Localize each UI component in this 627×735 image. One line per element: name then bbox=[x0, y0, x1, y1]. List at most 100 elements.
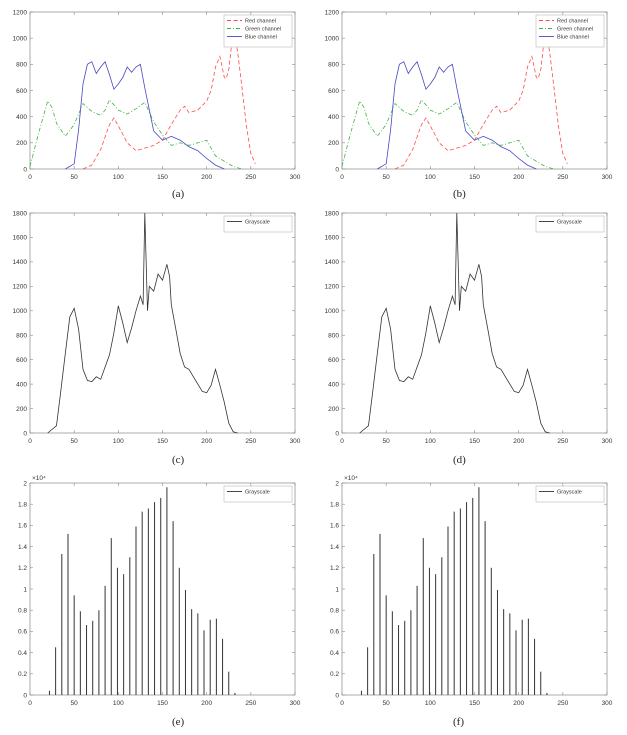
y-tick-label: 1200 bbox=[325, 9, 340, 16]
series-line-blue-channel bbox=[65, 60, 225, 170]
chart-a: 0 50 100 150 200 250 300 0 200 400 600 800 1000 1200 R… bbox=[13, 9, 301, 181]
y-tick-label: 1000 bbox=[325, 308, 340, 315]
y-tick-label: 1800 bbox=[13, 210, 28, 217]
y-tick-label: 600 bbox=[16, 357, 27, 364]
x-tick-label: 300 bbox=[290, 174, 301, 181]
x-tick-label: 50 bbox=[383, 700, 391, 707]
caption-f: (f) bbox=[453, 716, 464, 728]
x-tick-label: 150 bbox=[157, 174, 168, 181]
x-tick-label: 50 bbox=[383, 174, 391, 181]
legend: Grayscale bbox=[535, 485, 605, 503]
y-tick-label: 1400 bbox=[13, 259, 28, 266]
x-tick-label: 200 bbox=[513, 174, 524, 181]
x-tick-label: 250 bbox=[245, 438, 256, 445]
legend: Grayscale bbox=[223, 485, 293, 503]
legend-label: Blue channel bbox=[557, 35, 589, 41]
legend-label: Grayscale bbox=[245, 490, 270, 496]
x-tick-label: 50 bbox=[71, 174, 79, 181]
legend-label: Grayscale bbox=[557, 490, 582, 496]
y-tick-label: 1400 bbox=[325, 259, 340, 266]
x-tick-label: 150 bbox=[469, 438, 480, 445]
y-tick-label: 1000 bbox=[13, 308, 28, 315]
y-tick-label: 1.6 bbox=[330, 523, 339, 530]
legend-box bbox=[223, 215, 293, 233]
legend-label: Green channel bbox=[557, 27, 593, 33]
x-tick-label: 250 bbox=[557, 174, 568, 181]
y-tick-label: 400 bbox=[16, 114, 27, 121]
plot-area bbox=[29, 482, 296, 696]
x-tick-label: 50 bbox=[71, 438, 79, 445]
y-multiplier-label: ×10⁴ bbox=[344, 475, 358, 482]
legend: Red channel Green channel Blue channel bbox=[223, 14, 293, 48]
y-tick-label: 400 bbox=[328, 381, 339, 388]
x-tick-label: 0 bbox=[340, 438, 344, 445]
x-tick-label: 0 bbox=[28, 174, 32, 181]
x-tick-label: 200 bbox=[513, 438, 524, 445]
y-tick-label: 1200 bbox=[13, 284, 28, 291]
y-tick-label: 1200 bbox=[325, 284, 340, 291]
y-tick-label: 0.6 bbox=[330, 629, 339, 636]
x-tick-label: 200 bbox=[201, 174, 212, 181]
x-tick-label: 0 bbox=[28, 438, 32, 445]
legend-label: Grayscale bbox=[245, 220, 270, 226]
y-tick-label: 0 bbox=[335, 692, 339, 699]
x-tick-label: 200 bbox=[513, 700, 524, 707]
x-tick-label: 250 bbox=[557, 700, 568, 707]
y-tick-label: 2 bbox=[335, 480, 339, 487]
y-tick-label: 1200 bbox=[13, 9, 28, 16]
y-tick-label: 2 bbox=[23, 480, 27, 487]
y-tick-label: 1.8 bbox=[18, 502, 27, 509]
x-tick-label: 250 bbox=[245, 700, 256, 707]
chart-b: 0 50 100 150 200 250 300 0 200 400 600 800 1000 1200 R… bbox=[325, 9, 613, 181]
x-tick-label: 300 bbox=[602, 700, 613, 707]
x-tick-label: 150 bbox=[469, 700, 480, 707]
caption-c: (c) bbox=[172, 454, 185, 466]
x-tick-label: 100 bbox=[113, 174, 124, 181]
y-tick-label: 400 bbox=[16, 381, 27, 388]
x-tick-label: 100 bbox=[425, 700, 436, 707]
y-tick-label: 1 bbox=[335, 586, 339, 593]
y-tick-label: 800 bbox=[16, 62, 27, 69]
x-tick-label: 0 bbox=[28, 700, 32, 707]
y-tick-label: 600 bbox=[328, 357, 339, 364]
x-tick-label: 300 bbox=[290, 700, 301, 707]
x-tick-label: 50 bbox=[383, 438, 391, 445]
legend-label: Blue channel bbox=[245, 35, 277, 41]
series-line-grayscale bbox=[359, 212, 550, 434]
chart-d: 0 50 100 150 200 250 300 0 200 400 600 800 1000 1200 1… bbox=[325, 210, 613, 445]
x-tick-label: 300 bbox=[602, 438, 613, 445]
plot-area bbox=[341, 212, 608, 434]
x-tick-label: 100 bbox=[425, 174, 436, 181]
y-tick-label: 1000 bbox=[13, 35, 28, 42]
y-multiplier-label: ×10⁴ bbox=[32, 475, 46, 482]
y-tick-label: 0 bbox=[23, 166, 27, 173]
y-tick-label: 200 bbox=[16, 406, 27, 413]
y-tick-label: 1.8 bbox=[330, 502, 339, 509]
y-tick-label: 200 bbox=[328, 140, 339, 147]
y-tick-label: 1000 bbox=[325, 35, 340, 42]
chart-e: 0 50 100 150 200 250 300 0 0.2 0.4 0.6 0.8 1 1.2 1.4 1.… bbox=[18, 475, 301, 707]
y-tick-label: 1600 bbox=[325, 235, 340, 242]
x-tick-label: 0 bbox=[340, 700, 344, 707]
x-tick-label: 100 bbox=[425, 438, 436, 445]
x-tick-label: 300 bbox=[290, 438, 301, 445]
y-tick-label: 1.2 bbox=[18, 565, 27, 572]
series-line-green-channel bbox=[341, 98, 555, 170]
y-tick-label: 0 bbox=[335, 430, 339, 437]
x-tick-label: 100 bbox=[113, 700, 124, 707]
series-line-grayscale bbox=[47, 212, 238, 434]
legend-box bbox=[223, 485, 293, 503]
legend: Grayscale bbox=[223, 215, 293, 233]
chart-f: 0 50 100 150 200 250 300 0 0.2 0.4 0.6 0.8 1 1.2 1.4 1.… bbox=[330, 475, 613, 707]
y-tick-label: 0 bbox=[335, 166, 339, 173]
caption-e: (e) bbox=[172, 716, 185, 728]
caption-b: (b) bbox=[453, 188, 466, 200]
y-tick-label: 0.4 bbox=[18, 650, 27, 657]
chart-c: 0 50 100 150 200 250 300 0 200 400 600 800 1000 1200 1… bbox=[13, 210, 301, 445]
y-tick-label: 0.6 bbox=[18, 629, 27, 636]
y-tick-label: 1600 bbox=[13, 235, 28, 242]
x-tick-label: 200 bbox=[201, 438, 212, 445]
y-tick-label: 400 bbox=[328, 114, 339, 121]
y-tick-label: 0.8 bbox=[18, 608, 27, 615]
